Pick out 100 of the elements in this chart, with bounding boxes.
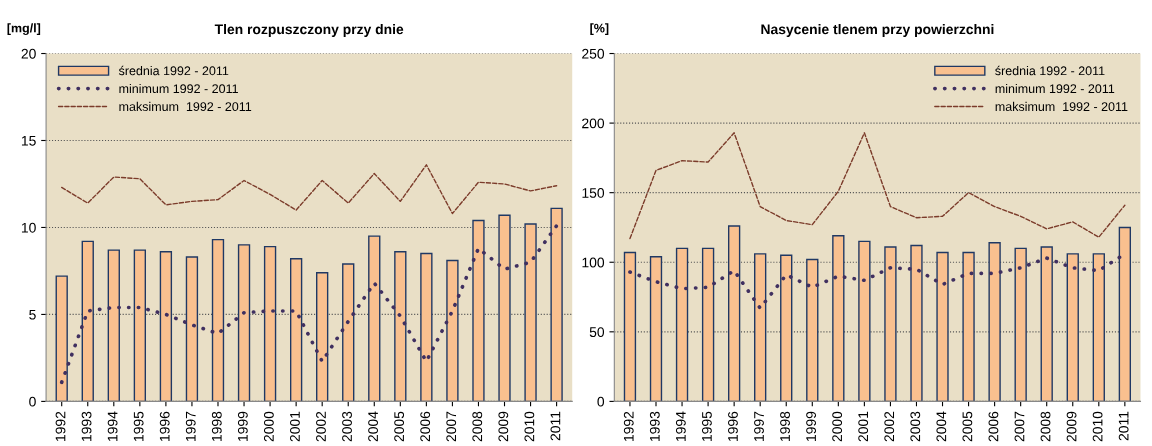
x-tick-label: 2009 — [498, 411, 509, 442]
x-tick-label: 1996 — [159, 411, 170, 441]
x-tick-label: 1992 — [623, 411, 634, 441]
bar — [550, 207, 563, 402]
x-tick-label: 2009 — [1066, 411, 1077, 442]
x-tick-label: 2000 — [832, 411, 843, 442]
bar — [727, 225, 741, 402]
bar — [1040, 246, 1053, 402]
x-tick-label: 1997 — [185, 411, 196, 441]
bar — [185, 256, 199, 402]
bar — [910, 244, 923, 402]
bar — [1092, 253, 1105, 402]
y-tick-label: 0 — [597, 396, 605, 407]
bar — [884, 246, 897, 402]
bar — [1014, 247, 1027, 402]
y-tick-label: 100 — [582, 257, 605, 268]
bar — [159, 251, 173, 402]
x-tick-label: 2007 — [1014, 411, 1025, 442]
bar — [524, 223, 537, 402]
y-tick-label: 200 — [582, 118, 605, 129]
x-tick-label: 2004 — [936, 411, 947, 442]
x-tick-label: 1999 — [806, 411, 817, 441]
x-tick-label: 2010 — [1092, 411, 1103, 442]
x-tick-label: 2001 — [290, 411, 300, 442]
y-tick-label: 150 — [582, 188, 605, 198]
bar — [936, 251, 949, 402]
x-tick-label: 2011 — [1118, 411, 1129, 441]
x-tick-label: 2011 — [550, 411, 561, 441]
x-tick-label: 2006 — [420, 411, 431, 442]
x-tick-label: 2010 — [524, 411, 535, 442]
bar — [649, 255, 663, 402]
chart-title: Tlen rozpuszczony przy dnie — [214, 24, 404, 37]
x-tick-label: 1993 — [81, 411, 92, 441]
legend-label: minimum 1992 - 2011 — [995, 83, 1115, 94]
y-tick-label: 0 — [29, 396, 36, 407]
legend-label: minimum 1992 - 2011 — [119, 83, 238, 94]
x-tick-label: 2005 — [394, 411, 405, 442]
x-tick-label: 2008 — [472, 411, 483, 442]
x-tick-label: 2000 — [263, 411, 274, 442]
y-axis-title: [mg/l] — [7, 23, 41, 36]
bar — [806, 258, 819, 402]
y-tick-label: 20 — [21, 48, 36, 59]
x-tick-label: 1994 — [107, 411, 118, 441]
x-tick-label: 1999 — [237, 411, 248, 441]
y-tick-label: 5 — [29, 309, 36, 320]
bar — [81, 240, 94, 402]
x-tick-label: 2003 — [910, 411, 921, 442]
x-tick-label: 2005 — [962, 411, 973, 442]
x-tick-label: 1998 — [211, 411, 222, 441]
x-tick-label: 1995 — [133, 411, 144, 441]
bar — [988, 242, 1001, 402]
line-series — [629, 132, 1126, 240]
y-tick-label: 250 — [582, 48, 605, 59]
bar — [289, 258, 303, 402]
line-series — [59, 223, 559, 385]
bar — [675, 247, 689, 402]
x-tick-label: 1995 — [701, 411, 712, 441]
bar — [342, 263, 355, 402]
x-tick-label: 2002 — [884, 411, 895, 442]
bar — [623, 251, 637, 402]
bar — [107, 249, 120, 402]
bar — [420, 252, 433, 402]
legend-label: maksimum 1992 - 2011 — [995, 101, 1128, 112]
x-tick-label: 2008 — [1040, 411, 1051, 442]
bar — [394, 251, 407, 402]
bar — [832, 235, 845, 402]
legend-label: średnia 1992 - 2011 — [118, 65, 229, 76]
x-tick-label: 1993 — [649, 411, 660, 441]
y-tick-label: 15 — [21, 135, 36, 146]
y-tick-label: 50 — [589, 327, 605, 337]
bar — [962, 251, 975, 402]
bar — [754, 253, 767, 402]
line-series — [61, 164, 558, 215]
bar — [316, 271, 329, 402]
x-tick-label: 2006 — [988, 411, 999, 442]
bar — [858, 240, 871, 402]
x-tick-label: 2001 — [858, 411, 869, 442]
bar — [1066, 253, 1079, 402]
x-tick-label: 1994 — [675, 411, 686, 441]
x-tick-label: 2003 — [342, 411, 352, 442]
x-tick-label: 2002 — [316, 411, 326, 442]
x-tick-label: 1992 — [55, 411, 66, 441]
legend-label: maksimum 1992 - 2011 — [119, 101, 252, 112]
bar — [237, 244, 251, 402]
bar — [55, 275, 68, 402]
bar — [472, 219, 485, 402]
bar — [701, 247, 715, 402]
x-tick-label: 1996 — [728, 411, 738, 441]
bar — [211, 238, 225, 402]
bar — [498, 214, 511, 402]
x-tick-label: 1997 — [754, 411, 764, 441]
bar — [1118, 226, 1132, 402]
y-axis-title: [%] — [590, 23, 609, 35]
bar — [780, 254, 793, 402]
x-tick-label: 2007 — [446, 411, 457, 442]
bar — [446, 259, 459, 402]
legend-label: średnia 1992 - 2011 — [995, 65, 1105, 76]
bar — [133, 249, 147, 402]
chart-title: Nasycenie tlenem przy powierzchni — [761, 24, 994, 37]
y-tick-label: 10 — [21, 222, 36, 233]
